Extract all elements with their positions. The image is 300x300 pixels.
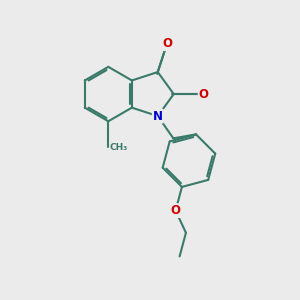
Text: O: O	[171, 204, 181, 217]
Text: CH₃: CH₃	[110, 142, 128, 152]
Text: N: N	[153, 110, 163, 123]
Text: O: O	[199, 88, 209, 100]
Text: O: O	[162, 37, 172, 50]
